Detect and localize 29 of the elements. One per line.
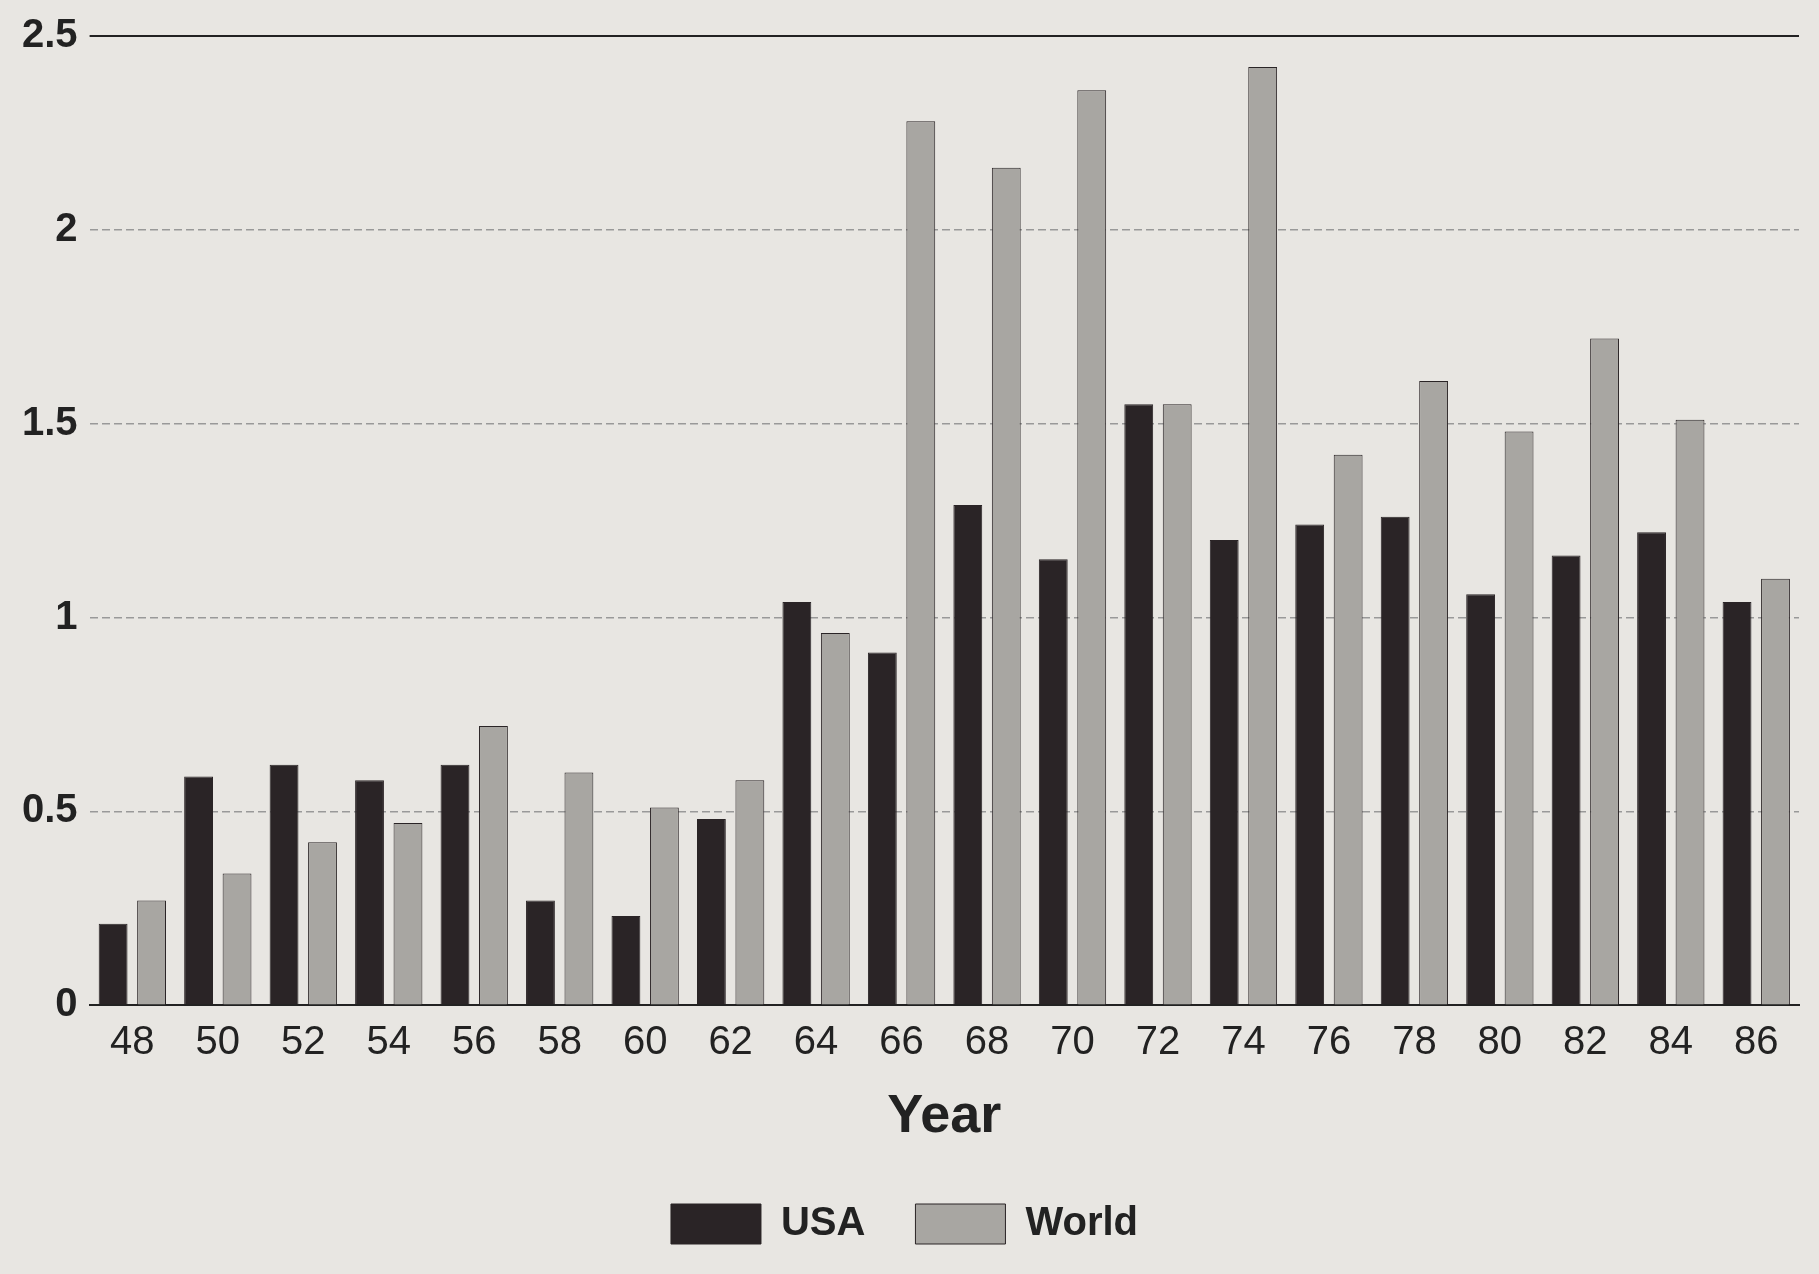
legend-label: USA [780, 1199, 866, 1244]
y-tick-label: 2.5 [22, 11, 78, 56]
x-tick-label: 72 [1135, 1018, 1181, 1063]
x-axis-title: Year [887, 1083, 1002, 1144]
x-tick-label: 54 [366, 1018, 411, 1063]
x-tick-label: 78 [1392, 1018, 1437, 1063]
y-tick-label: 0.5 [22, 786, 78, 831]
x-tick-label: 52 [281, 1018, 326, 1063]
x-tick-label: 80 [1477, 1018, 1523, 1063]
y-tick-label: 2 [55, 204, 78, 249]
y-tick-label: 0 [55, 980, 78, 1025]
x-tick-label: 70 [1050, 1018, 1095, 1063]
y-tick-label: 1.5 [22, 398, 78, 443]
x-tick-label: 62 [708, 1018, 753, 1063]
legend-label: World [1025, 1199, 1139, 1244]
x-tick-label: 50 [195, 1018, 241, 1063]
x-tick-label: 68 [964, 1018, 1010, 1063]
x-tick-label: 60 [622, 1018, 668, 1063]
x-tick-label: 64 [793, 1018, 839, 1063]
x-tick-label: 48 [110, 1018, 155, 1063]
x-tick-label: 86 [1734, 1018, 1779, 1063]
x-tick-label: 66 [879, 1018, 924, 1063]
x-tick-label: 82 [1563, 1018, 1608, 1063]
x-tick-label: 56 [451, 1018, 497, 1063]
x-tick-label: 84 [1648, 1018, 1694, 1063]
y-tick-label: 1 [55, 592, 78, 637]
x-tick-label: 58 [537, 1018, 582, 1063]
x-tick-label: 74 [1221, 1018, 1266, 1063]
x-tick-label: 76 [1306, 1018, 1352, 1063]
